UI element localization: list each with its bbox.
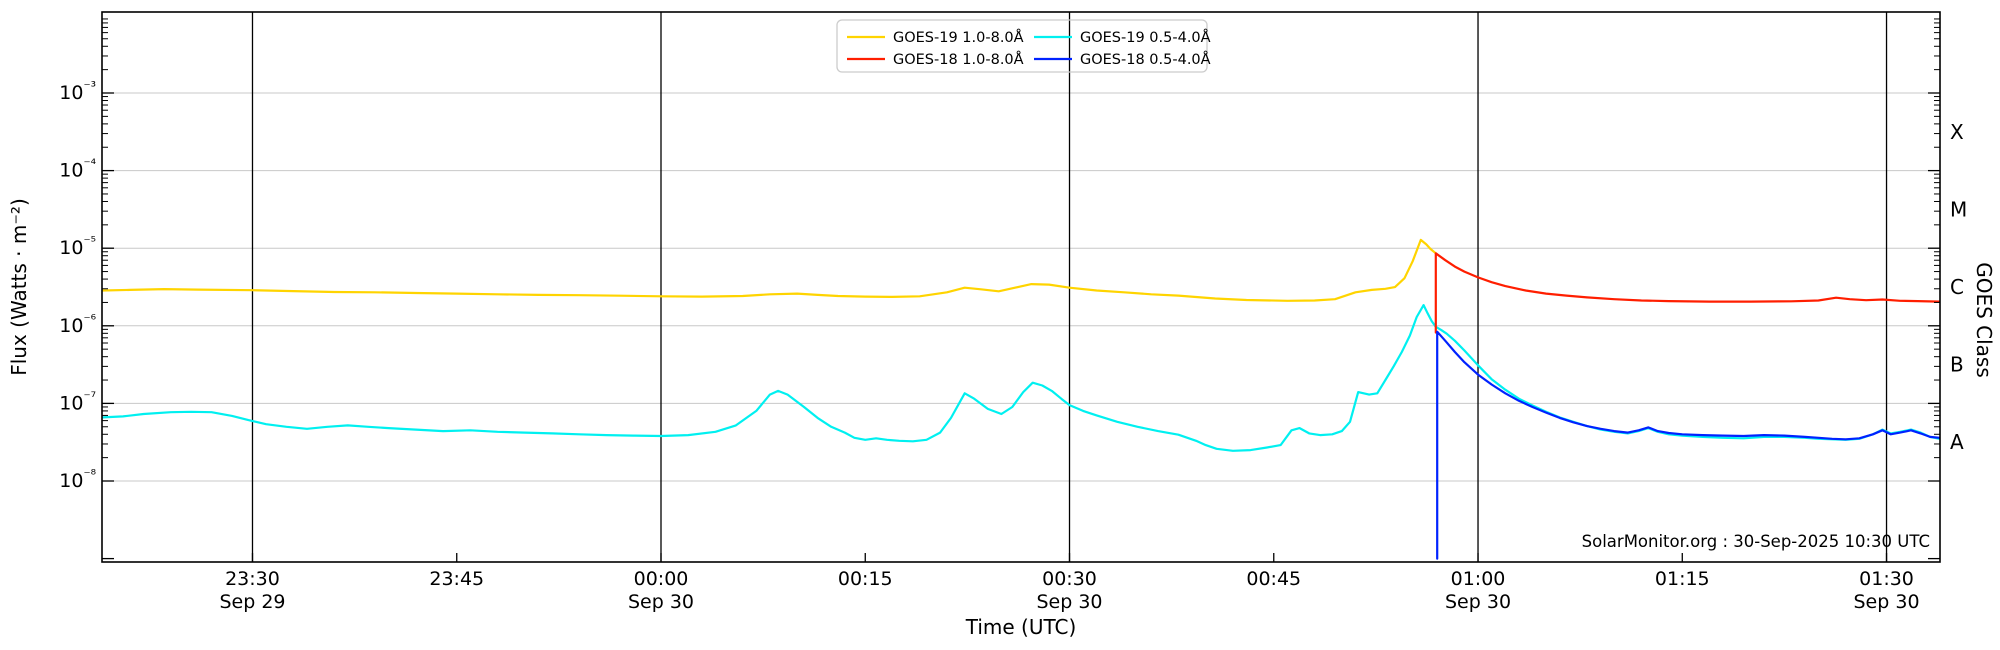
x-tick-date-01:00: Sep 30 xyxy=(1445,591,1511,613)
legend-label-goes18_long: GOES-18 1.0-8.0Å xyxy=(893,51,1024,68)
y-tick-label-1e-8: 10⁻⁸ xyxy=(59,467,96,492)
grid-layer xyxy=(102,12,1940,562)
y-axis-label: Flux (Watts · m⁻²) xyxy=(7,198,31,376)
y-tick-label-1e-6: 10⁻⁶ xyxy=(59,312,96,337)
x-tick-label-23:30: 23:30 xyxy=(225,568,280,590)
curves-layer xyxy=(102,238,1940,560)
series-goes19_long xyxy=(102,238,1437,302)
goes-class-label-B: B xyxy=(1950,353,1964,377)
series-goes18_long xyxy=(1434,252,1940,334)
y-tick-label-1e-3: 10⁻³ xyxy=(59,79,96,104)
series-goes19_short xyxy=(102,304,1940,452)
goes-class-label-X: X xyxy=(1950,120,1964,144)
right-axis-label: GOES Class xyxy=(1972,262,1996,378)
y-tick-label-1e-4: 10⁻⁴ xyxy=(59,157,96,182)
legend-label-goes19_long: GOES-19 1.0-8.0Å xyxy=(893,29,1024,46)
ticks-layer xyxy=(102,18,1940,562)
y-tick-label-1e-5: 10⁻⁵ xyxy=(59,234,96,259)
x-axis-label: Time (UTC) xyxy=(965,615,1077,639)
x-tick-label-01:30: 01:30 xyxy=(1859,568,1914,590)
x-tick-label-00:45: 00:45 xyxy=(1246,568,1301,590)
x-tick-label-01:00: 01:00 xyxy=(1451,568,1506,590)
legend-label-goes19_short: GOES-19 0.5-4.0Å xyxy=(1080,29,1211,46)
x-tick-label-00:30: 00:30 xyxy=(1042,568,1097,590)
series-goes18_short xyxy=(1436,330,1940,560)
x-tick-label-23:45: 23:45 xyxy=(429,568,484,590)
x-tick-label-01:15: 01:15 xyxy=(1655,568,1710,590)
x-tick-label-00:00: 00:00 xyxy=(634,568,689,590)
goes-class-label-A: A xyxy=(1950,430,1964,454)
x-tick-date-01:30: Sep 30 xyxy=(1854,591,1920,613)
y-tick-label-1e-7: 10⁻⁷ xyxy=(59,389,96,414)
x-tick-label-00:15: 00:15 xyxy=(838,568,893,590)
x-tick-date-00:30: Sep 30 xyxy=(1036,591,1102,613)
x-tick-date-00:00: Sep 30 xyxy=(628,591,694,613)
x-tick-date-23:30: Sep 29 xyxy=(219,591,285,613)
legend-box xyxy=(836,19,1208,73)
attribution-text: SolarMonitor.org : 30-Sep-2025 10:30 UTC xyxy=(1582,532,1930,551)
legend-label-goes18_short: GOES-18 0.5-4.0Å xyxy=(1080,51,1211,68)
legend: GOES-19 1.0-8.0Å GOES-18 1.0-8.0Å GOES-19 … xyxy=(836,19,1211,73)
plot-frame xyxy=(101,11,1941,563)
goes-class-label-C: C xyxy=(1950,275,1964,299)
goes-class-label-M: M xyxy=(1950,197,1967,221)
